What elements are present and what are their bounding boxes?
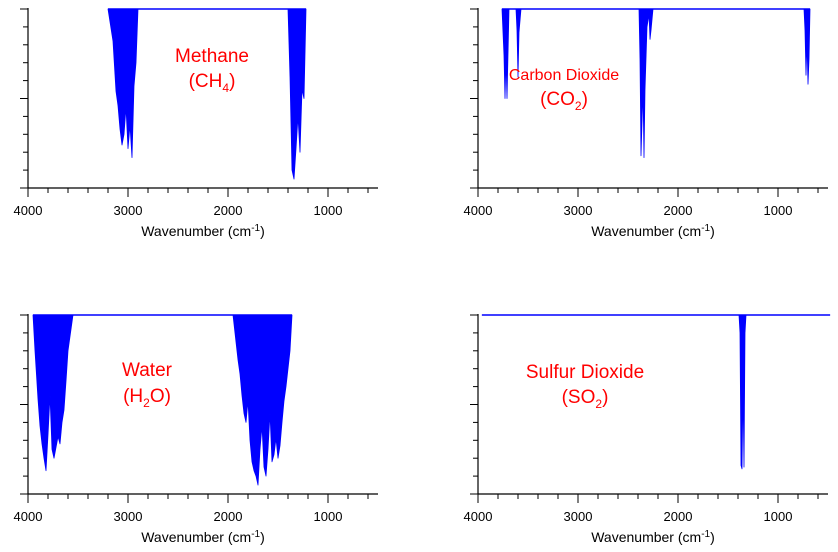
x-tick-label: 3000 [114,509,143,524]
x-axis-label: Wavenumber (cm-1) [591,529,715,545]
molecule-label: (SO2) [562,387,609,411]
spectrum-panel-1: 4000 3000 2000 1000 Wavenumber (cm-1) Methane… [14,8,378,239]
absorption-area [481,314,831,470]
x-tick-label: 2000 [214,203,243,218]
x-tick-label: 1000 [314,203,343,218]
x-tick-label: 3000 [564,509,593,524]
molecule-label: (CO2) [540,89,588,113]
x-tick-label: 2000 [664,203,693,218]
x-tick-label: 3000 [114,203,143,218]
x-tick-label: 2000 [214,509,243,524]
spectrum-panel-3: 4000 3000 2000 1000 Wavenumber (cm-1) Water (H… [14,314,378,545]
molecule-label: (H2O) [123,386,171,410]
spectrum-panel-4: 4000 3000 2000 1000 Wavenumber (cm-1) Sulfur … [464,314,831,545]
absorption-area [32,314,293,486]
x-tick-label: 1000 [314,509,343,524]
x-axis-label: Wavenumber (cm-1) [591,223,715,239]
x-tick-label: 1000 [764,509,793,524]
x-tick-label: 1000 [764,203,793,218]
x-tick-label: 3000 [564,203,593,218]
x-tick-label: 4000 [14,509,43,524]
x-tick-label: 4000 [464,509,493,524]
absorption-area [501,8,811,158]
x-tick-label: 2000 [664,509,693,524]
x-axis-label: Wavenumber (cm-1) [141,529,265,545]
x-axis-label: Wavenumber (cm-1) [141,223,265,239]
x-tick-label: 4000 [14,203,43,218]
molecule-label: Water [122,360,173,381]
molecule-label: (CH4) [189,71,236,95]
spectrum-panel-2: 4000 3000 2000 1000 Wavenumber (cm-1) Carbon … [464,8,828,239]
molecule-label: Methane [175,46,249,67]
x-tick-label: 4000 [464,203,493,218]
absorption-area [107,8,307,180]
molecule-label: Carbon Dioxide [509,67,619,84]
molecule-label: Sulfur Dioxide [526,362,644,383]
